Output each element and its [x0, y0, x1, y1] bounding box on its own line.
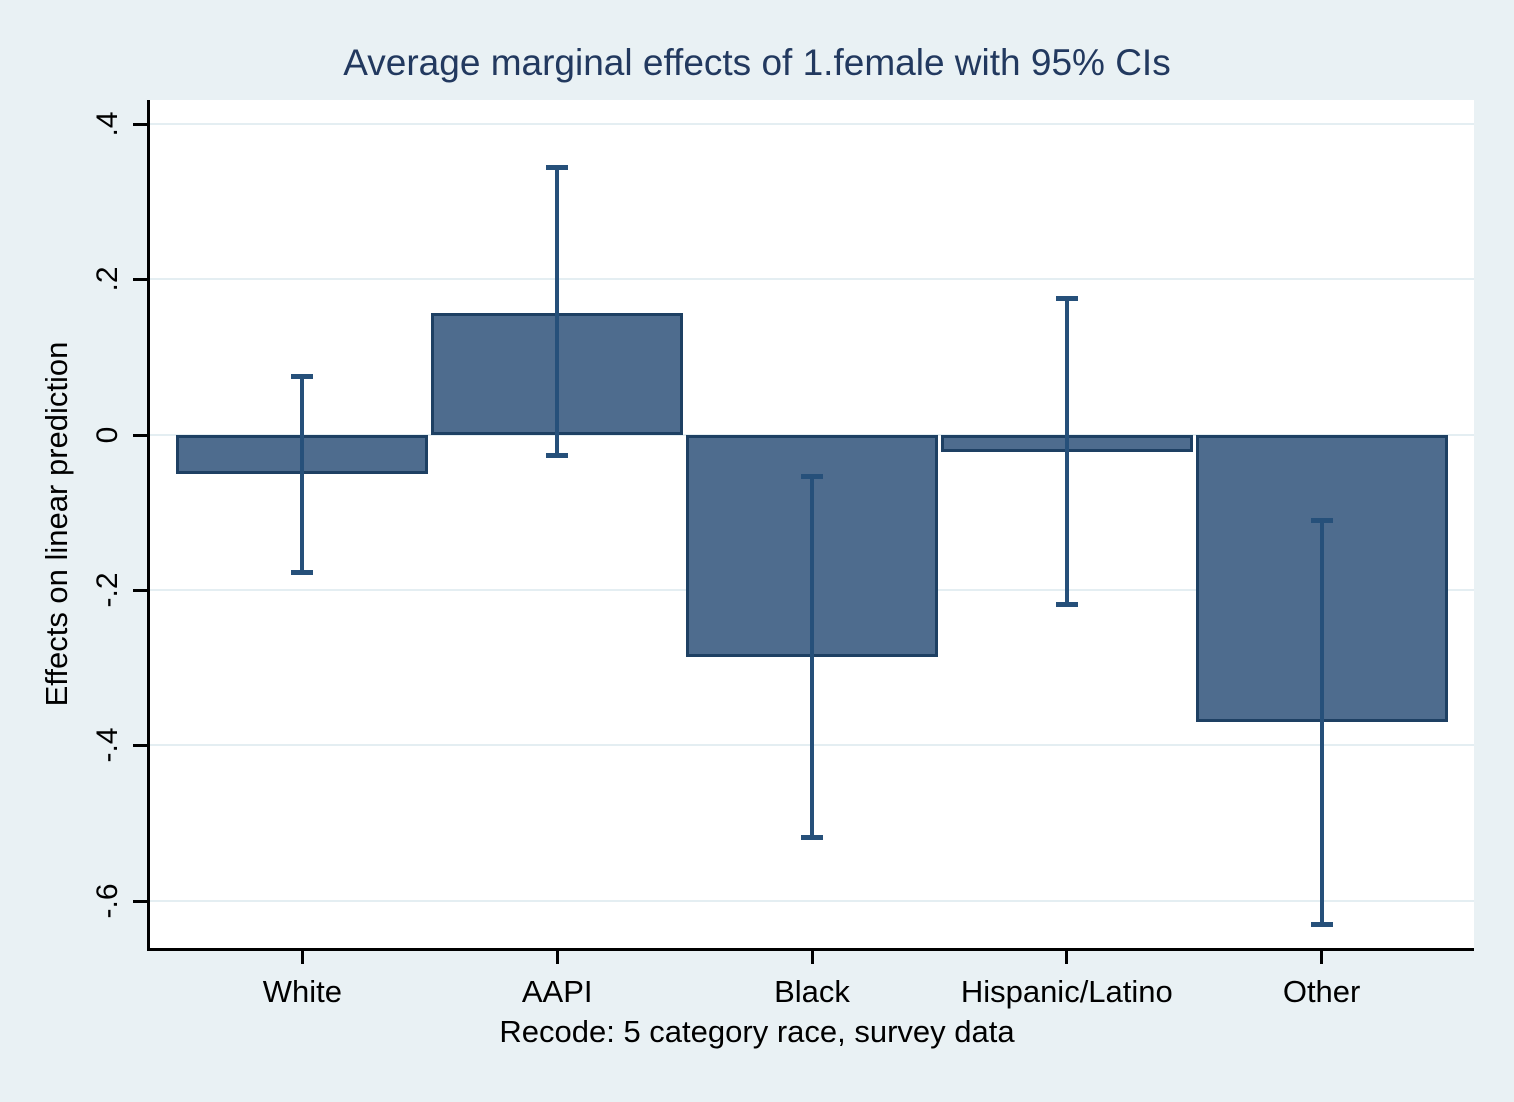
- ci-whisker-line: [1064, 298, 1069, 605]
- ci-whisker-line: [810, 476, 814, 838]
- x-tick-label-aapi: AAPI: [521, 974, 593, 1009]
- ci-whisker-cap: [1310, 518, 1333, 524]
- x-axis-title: Recode: 5 category race, survey data: [499, 1014, 1015, 1049]
- ci-whisker-cap: [801, 474, 823, 480]
- ci-whisker-cap: [1055, 296, 1078, 302]
- ci-whisker-cap: [291, 570, 314, 576]
- gridline: [150, 899, 1474, 902]
- ci-whisker-line: [555, 167, 560, 456]
- gridline: [150, 123, 1474, 126]
- x-tick-mark: [555, 951, 559, 964]
- x-tick-label-other: Other: [1282, 974, 1361, 1009]
- x-tick-mark: [1320, 951, 1324, 964]
- y-tick-mark: [133, 899, 147, 903]
- y-tick-label: -.4: [91, 727, 124, 763]
- x-axis-line: [147, 948, 1474, 951]
- ci-whisker-cap: [546, 165, 569, 171]
- ci-whisker-line: [1319, 520, 1324, 925]
- y-tick-label: -.6: [91, 883, 124, 919]
- gridline: [150, 278, 1474, 281]
- x-tick-label-black: Black: [774, 974, 850, 1009]
- x-tick-label-white: White: [262, 974, 343, 1009]
- x-tick-mark: [810, 951, 814, 964]
- x-tick-mark: [300, 951, 304, 964]
- ci-whisker-cap: [801, 835, 823, 841]
- plot-area: [150, 100, 1474, 948]
- y-axis-title: Effects on linear prediction: [39, 341, 74, 707]
- ci-whisker-cap: [1055, 602, 1078, 608]
- y-tick-mark: [133, 433, 147, 437]
- chart-title: Average marginal effects of 1.female wit…: [343, 42, 1171, 83]
- y-tick-label: 0: [91, 426, 124, 444]
- ci-whisker-line: [300, 376, 305, 573]
- y-tick-mark: [133, 589, 147, 592]
- ci-whisker-cap: [546, 453, 569, 459]
- y-tick-mark: [133, 744, 147, 748]
- ci-whisker-cap: [1310, 922, 1333, 928]
- y-tick-label: .4: [91, 111, 124, 137]
- y-tick-mark: [133, 278, 147, 282]
- y-tick-label: .2: [91, 266, 124, 292]
- x-tick-mark: [1065, 951, 1069, 964]
- x-tick-label-hispanic-latino: Hispanic/Latino: [960, 974, 1173, 1009]
- y-axis-line: [147, 100, 150, 951]
- y-tick-label: -.2: [91, 572, 124, 608]
- ci-whisker-cap: [291, 374, 314, 379]
- y-tick-mark: [133, 123, 147, 127]
